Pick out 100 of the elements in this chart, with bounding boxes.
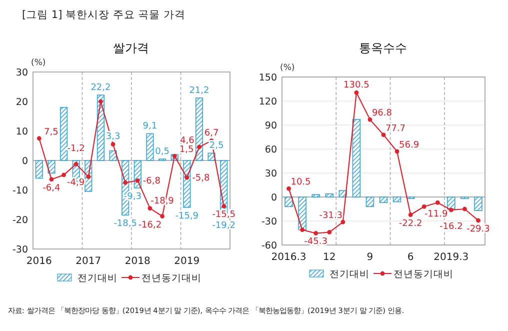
x-tick-label: 12 [323,252,336,263]
point [354,90,359,95]
bar [379,196,388,203]
data-label: 9,1 [142,122,158,132]
y-tick-label: 90 [264,120,277,132]
bar [284,196,293,207]
data-label: 56.9 [399,140,420,150]
bar [60,107,68,161]
data-label: -15,9 [175,211,199,222]
y-tick-label: 150 [258,72,277,84]
data-label: -4,9 [67,178,85,188]
x-tick-label: 2017 [76,256,102,267]
y-tick-label: 30 [264,168,277,180]
x-tick-label: 2016.3 [271,252,306,263]
data-label: -18,5 [114,219,137,230]
data-label: 21,2 [189,86,210,96]
point [86,174,91,179]
point [98,99,103,104]
point [49,177,54,182]
data-label: 22,2 [90,83,111,94]
bar [48,160,56,174]
bar [146,133,154,161]
y-tick-label: 10 [16,126,28,138]
point [394,149,400,154]
data-label: -1,2 [67,144,85,154]
x-tick-label: 2018 [124,256,150,267]
y-tick-label: -30 [12,244,28,256]
text: [그림 1] 북한시장 주요 곡물 가격 [22,9,186,21]
bar [298,196,306,230]
x-tick-label: 9 [366,252,374,263]
data-label: 4,6 [180,136,195,146]
bar [325,193,334,198]
chart-title: 통옥수수 [359,41,407,55]
y-axis-title: (%) [280,63,295,73]
y-axis-title: (%) [31,58,46,68]
y-tick-label: 120 [258,96,277,108]
legend-label: 전년동기대비 [142,273,202,284]
point [222,204,226,208]
legend-label: 전년동기대비 [394,269,454,280]
data-label: -6,8 [142,176,161,187]
data-label: 130.5 [344,80,370,91]
point [340,220,346,224]
chart-title: 쌀가격 [113,41,149,55]
point [435,200,440,205]
data-label: -29.3 [466,224,490,234]
y-tick-label: -30 [261,216,277,228]
y-tick-label: -20 [12,215,28,226]
y-tick-label: 60 [264,144,277,156]
data-label: -11.9 [424,210,448,220]
point [135,178,140,183]
point [172,154,177,158]
data-label: -45.3 [304,237,328,248]
data-label: 96.8 [372,108,392,119]
point [462,206,467,212]
data-label: -6,4 [42,183,61,194]
point [476,218,480,223]
bar [474,196,482,211]
data-label: 77.7 [385,124,406,134]
data-label: 6,7 [204,128,219,139]
data-label: 0,5 [155,147,170,158]
point [36,136,42,141]
y-tick-label: -60 [261,240,277,252]
point [286,186,291,191]
data-label: -31.3 [319,211,343,222]
point [381,132,386,138]
legend-label: 전기대비 [330,269,370,280]
data-label: 1,5 [179,145,194,156]
legend-label: 전기대비 [78,273,118,284]
bar [312,194,320,198]
x-tick-label: 2016 [26,256,52,267]
data-label: 7,5 [44,127,58,138]
point [314,231,318,236]
point [448,208,454,212]
data-label: -19,2 [212,221,236,232]
point [110,142,116,146]
data-label: -16,2 [138,220,162,230]
x-tick-label: 2019 [174,256,200,267]
bar [352,119,361,198]
point [408,212,413,217]
x-tick-label: 2019.3 [434,252,469,263]
bar [366,196,374,207]
point [368,117,372,122]
data-label: 10.5 [290,178,311,188]
bar [392,196,402,202]
point [184,175,190,180]
data-label: -16.2 [440,222,463,232]
data-label: -5,8 [192,174,210,184]
y-tick-label: 0 [22,156,28,167]
point [327,230,332,234]
y-tick-label: 20 [16,97,28,108]
point [422,204,426,209]
y-tick-label: 30 [16,68,28,78]
point [148,206,152,210]
y-tick-label: 0 [270,192,277,204]
point [74,162,78,166]
bar [183,160,191,208]
point [300,228,304,232]
bar [35,160,43,179]
bar [195,98,204,161]
point [197,144,202,150]
